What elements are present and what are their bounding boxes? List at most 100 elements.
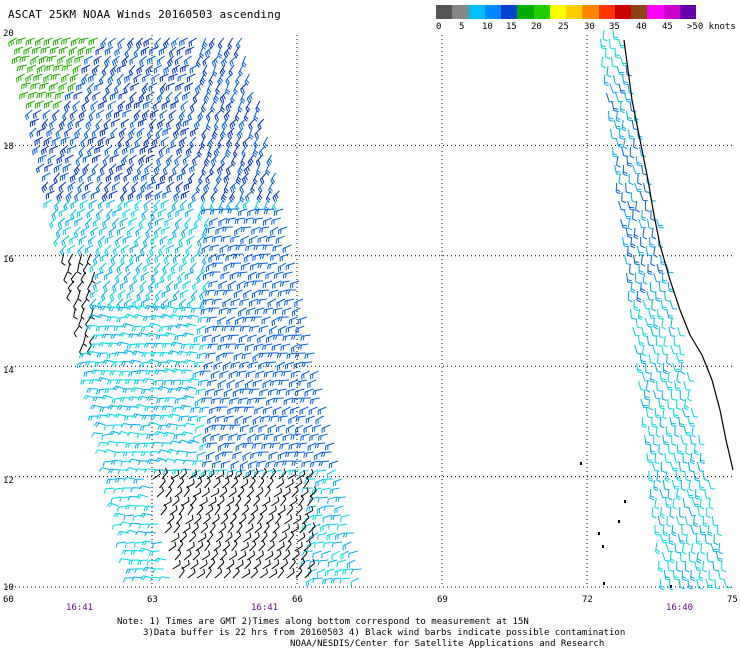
island	[603, 582, 605, 585]
wind-barb	[137, 559, 149, 565]
wind-barb	[204, 388, 215, 397]
wind-barb	[616, 65, 625, 76]
wind-barb	[654, 452, 660, 465]
wind-barb	[135, 253, 145, 263]
wind-barb	[294, 424, 304, 434]
wind-barb	[274, 512, 282, 525]
wind-barb	[658, 560, 664, 573]
wind-barb	[609, 83, 618, 94]
wind-barb	[192, 549, 201, 561]
wind-barb	[623, 137, 628, 150]
wind-barb	[76, 361, 88, 368]
wind-barb	[141, 82, 149, 95]
wind-barb	[672, 569, 679, 581]
wind-barb	[119, 190, 127, 202]
wind-barb	[19, 55, 30, 63]
wind-barb	[640, 398, 649, 409]
wind-barb	[651, 299, 657, 312]
wind-barb	[279, 253, 289, 262]
colorbar-label: 40	[636, 22, 647, 32]
wind-barb	[294, 298, 304, 308]
wind-barb	[618, 83, 626, 94]
wind-barb	[232, 451, 242, 460]
wind-barb	[240, 235, 249, 245]
wind-barb	[251, 226, 261, 235]
wind-barb	[269, 379, 281, 387]
wind-barb	[659, 533, 668, 544]
wind-barb	[670, 344, 678, 355]
wind-barb	[268, 505, 277, 516]
wind-barb	[655, 290, 661, 302]
wind-barb	[141, 540, 154, 546]
wind-barb	[271, 316, 281, 326]
wind-barb	[201, 163, 207, 176]
wind-barb	[92, 217, 102, 228]
wind-barb	[331, 541, 343, 548]
wind-barb	[676, 371, 681, 384]
wind-barb	[252, 379, 263, 388]
wind-barb	[136, 369, 148, 375]
wind-barb	[217, 442, 227, 452]
wind-barb	[156, 397, 167, 404]
time-label: 16:41	[251, 603, 278, 613]
wind-barb	[121, 487, 133, 493]
wind-barb	[222, 361, 232, 371]
wind-barb	[128, 154, 137, 165]
wind-barb	[127, 37, 135, 49]
wind-barb	[205, 226, 216, 234]
wind-barb	[210, 488, 220, 498]
wind-barb	[195, 55, 202, 68]
wind-barb	[315, 415, 325, 425]
wind-barb	[301, 361, 313, 368]
wind-barb	[622, 236, 629, 248]
wind-barb	[138, 523, 150, 530]
colorbar-label: 35	[609, 22, 620, 32]
wind-barb	[61, 235, 70, 247]
wind-barb	[189, 343, 201, 350]
wind-barb	[250, 262, 260, 271]
island	[580, 462, 582, 465]
wind-barb	[182, 523, 191, 534]
wind-barb	[176, 450, 188, 455]
wind-barb	[653, 479, 659, 492]
wind-barb	[184, 82, 194, 92]
wind-barb	[211, 127, 218, 140]
wind-barb	[245, 100, 252, 113]
wind-barb	[119, 521, 132, 526]
wind-barb	[330, 577, 342, 584]
wind-barb	[656, 218, 664, 229]
wind-barb	[162, 127, 172, 136]
wind-barb	[317, 532, 327, 540]
wind-barb	[601, 56, 607, 69]
wind-barb	[197, 469, 207, 480]
wind-barb	[179, 199, 188, 211]
wind-barb	[113, 487, 124, 494]
wind-barb	[625, 65, 632, 77]
wind-barb	[178, 262, 188, 272]
wind-barb	[209, 163, 216, 176]
wind-barb	[105, 172, 114, 183]
wind-barb	[282, 307, 292, 316]
wind-barb	[273, 549, 282, 561]
wind-barb	[43, 199, 53, 209]
wind-barb	[612, 29, 619, 41]
wind-barb	[248, 460, 258, 469]
wind-barb	[688, 551, 695, 563]
wind-barb	[639, 353, 646, 365]
wind-barb	[214, 109, 222, 121]
wind-barb	[258, 145, 266, 157]
wind-barb	[80, 271, 86, 284]
wind-barb	[646, 335, 654, 347]
wind-barb	[242, 451, 251, 461]
wind-barb	[204, 476, 211, 489]
wind-barb	[178, 235, 187, 247]
wind-barb	[653, 272, 661, 283]
wind-barb	[205, 262, 215, 272]
wind-barb	[219, 486, 228, 498]
wind-barb	[638, 218, 647, 229]
wind-barb	[267, 540, 275, 552]
wind-barb	[186, 351, 198, 357]
wind-barb	[37, 154, 47, 164]
wind-barb	[239, 298, 250, 306]
wind-barb	[170, 100, 180, 110]
